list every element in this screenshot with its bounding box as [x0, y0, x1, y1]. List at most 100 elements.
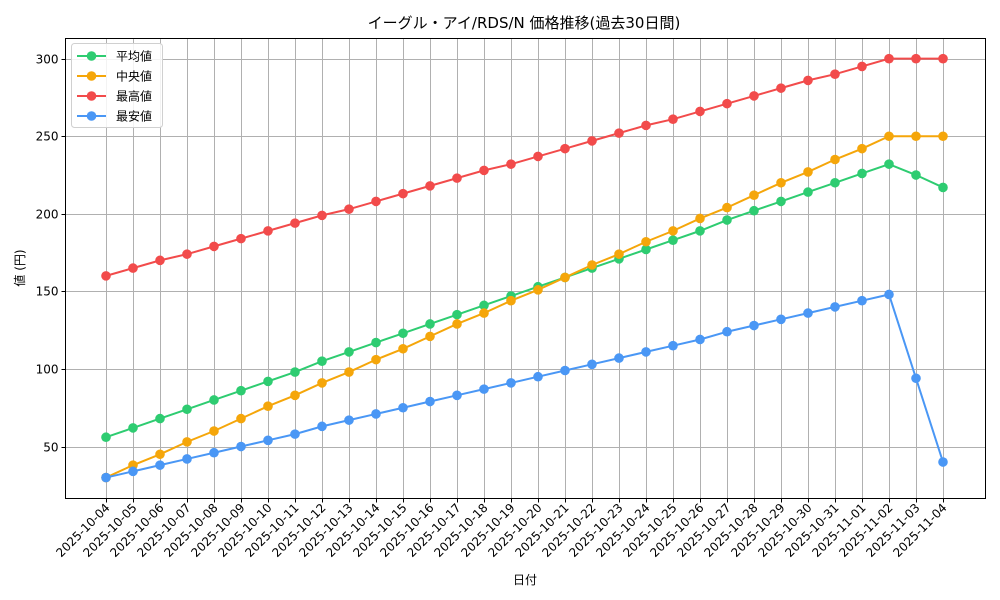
data-point — [317, 210, 327, 221]
data-point — [128, 263, 138, 273]
data-point — [182, 437, 192, 447]
data-point — [695, 226, 705, 236]
data-point — [317, 378, 327, 388]
data-point — [857, 295, 867, 306]
data-point — [290, 390, 300, 401]
data-point — [398, 328, 408, 339]
data-point — [749, 205, 759, 216]
legend-box — [71, 43, 163, 128]
data-point — [371, 196, 381, 207]
data-point — [587, 136, 597, 146]
grid-lines — [65, 38, 986, 499]
data-point — [263, 401, 273, 411]
data-point — [587, 359, 597, 370]
legend-swatch-marker — [86, 91, 97, 101]
legend-swatch-marker — [86, 111, 97, 121]
legend-label: 中央値 — [116, 69, 152, 84]
data-point — [371, 409, 381, 419]
data-point — [857, 143, 867, 154]
data-point — [776, 314, 786, 325]
data-point — [182, 249, 192, 259]
data-point — [722, 202, 732, 213]
data-point — [452, 390, 462, 401]
data-point — [749, 91, 759, 101]
data-point — [857, 61, 867, 72]
data-point — [155, 413, 165, 424]
data-point — [560, 143, 570, 154]
data-point — [641, 347, 651, 357]
data-point — [911, 131, 921, 142]
data-point — [614, 249, 624, 259]
legend-label: 最高値 — [116, 89, 152, 104]
data-point — [560, 365, 570, 376]
data-point — [722, 215, 732, 225]
data-point — [641, 244, 651, 255]
data-point — [803, 308, 813, 318]
data-point — [641, 236, 651, 247]
data-point — [479, 384, 489, 394]
data-point — [722, 98, 732, 109]
data-point — [452, 173, 462, 183]
x-axis-label: 日付 — [513, 573, 537, 587]
data-point — [614, 353, 624, 363]
data-point — [938, 457, 948, 467]
data-point — [560, 272, 570, 283]
data-point — [668, 340, 678, 351]
data-point — [317, 421, 327, 432]
data-point — [398, 188, 408, 199]
series-line — [105, 135, 943, 479]
data-point — [236, 385, 246, 396]
data-point — [668, 226, 678, 236]
data-point — [938, 131, 948, 142]
data-point — [911, 373, 921, 384]
data-point — [236, 413, 246, 424]
data-point — [884, 289, 894, 300]
data-point — [290, 218, 300, 228]
data-point — [209, 395, 219, 405]
data-point — [803, 75, 813, 86]
data-point — [776, 177, 786, 188]
legend-swatch-marker — [86, 51, 97, 61]
series-最高値 — [101, 53, 948, 281]
data-point — [371, 354, 381, 365]
data-point — [533, 285, 543, 295]
data-point — [830, 154, 840, 165]
data-point — [911, 53, 921, 64]
y-axis-label: 値 (円) — [12, 249, 27, 286]
chart-title: イーグル・アイ/RDS/N 価格推移(過去30日間) — [368, 14, 681, 32]
data-point — [668, 114, 678, 124]
data-point — [776, 83, 786, 93]
data-point — [479, 308, 489, 318]
data-point — [803, 187, 813, 197]
data-point — [776, 196, 786, 207]
data-point — [506, 295, 516, 306]
data-point — [155, 460, 165, 470]
data-point — [398, 402, 408, 413]
series-layer — [101, 53, 948, 483]
y-tick-label: 200 — [36, 208, 59, 222]
data-point — [209, 426, 219, 436]
data-point — [317, 356, 327, 366]
data-point — [263, 435, 273, 446]
data-point — [506, 378, 516, 388]
y-tick-label: 250 — [36, 130, 59, 144]
data-point — [425, 319, 435, 329]
y-axis-ticks: 50 100 150 200 250 300 — [36, 53, 66, 455]
data-point — [479, 165, 489, 176]
data-point — [263, 226, 273, 236]
data-point — [182, 404, 192, 415]
data-point — [263, 376, 273, 387]
series-中央値 — [101, 131, 948, 483]
data-point — [452, 309, 462, 320]
data-point — [236, 441, 246, 452]
data-point — [101, 472, 111, 483]
data-point — [344, 347, 354, 357]
legend-swatch-marker — [86, 71, 97, 81]
data-point — [587, 260, 597, 270]
x-axis-ticks: 2025-10-042025-10-052025-10-062025-10-07… — [53, 498, 950, 560]
data-point — [857, 168, 867, 179]
data-point — [830, 302, 840, 312]
data-point — [128, 466, 138, 477]
